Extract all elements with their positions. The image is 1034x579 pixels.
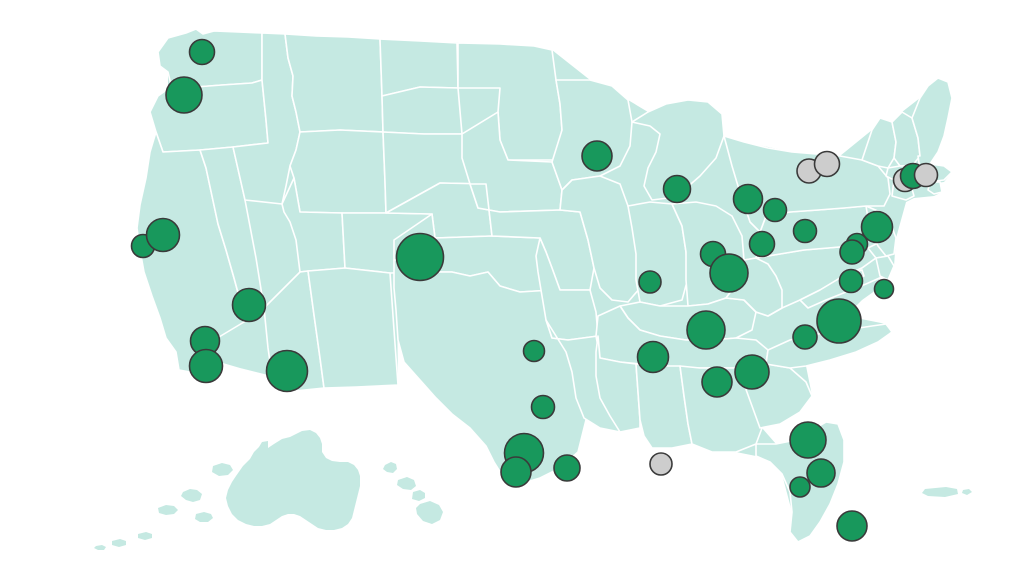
bubble-green[interactable] bbox=[860, 210, 894, 244]
bubble-green[interactable] bbox=[581, 140, 613, 172]
us-land-layer bbox=[94, 28, 972, 550]
bubble-green[interactable] bbox=[792, 218, 818, 244]
bubble-green[interactable] bbox=[836, 510, 868, 542]
state-wy bbox=[289, 129, 387, 214]
state-wi bbox=[551, 79, 633, 191]
bubble-green[interactable] bbox=[638, 270, 662, 294]
inset-puerto-rico-1 bbox=[962, 489, 972, 495]
bubble-green[interactable] bbox=[395, 232, 445, 282]
bubble-gray[interactable] bbox=[813, 150, 841, 178]
inset-hawaii-1 bbox=[397, 477, 416, 490]
bubble-green[interactable] bbox=[145, 217, 181, 253]
state-il bbox=[559, 175, 643, 303]
state-al bbox=[635, 363, 693, 449]
bubble-green[interactable] bbox=[686, 310, 726, 350]
bubble-green[interactable] bbox=[838, 268, 864, 294]
bubble-green[interactable] bbox=[662, 174, 692, 204]
bubble-green[interactable] bbox=[873, 278, 895, 300]
bubble-green[interactable] bbox=[188, 348, 224, 384]
bubble-green[interactable] bbox=[792, 324, 818, 350]
bubble-green[interactable] bbox=[522, 339, 546, 363]
bubble-green[interactable] bbox=[500, 456, 532, 488]
bubble-green[interactable] bbox=[789, 421, 827, 459]
inset-alaska-5 bbox=[138, 532, 152, 540]
inset-alaska-2 bbox=[158, 505, 178, 515]
inset-alaska-1 bbox=[181, 489, 202, 502]
bubble-gray[interactable] bbox=[649, 452, 673, 476]
bubble-green[interactable] bbox=[636, 340, 670, 374]
state-sd bbox=[381, 86, 463, 135]
bubble-green[interactable] bbox=[748, 230, 776, 258]
bubble-green[interactable] bbox=[530, 394, 556, 420]
bubble-green[interactable] bbox=[789, 476, 811, 498]
bubble-green[interactable] bbox=[553, 454, 581, 482]
inset-alaska-3 bbox=[212, 463, 233, 476]
bubble-green[interactable] bbox=[839, 239, 865, 265]
bubble-green[interactable] bbox=[762, 197, 788, 223]
bubble-green[interactable] bbox=[701, 366, 733, 398]
inset-alaska-7 bbox=[94, 545, 106, 550]
state-nh bbox=[891, 111, 921, 167]
bubble-green[interactable] bbox=[709, 253, 749, 293]
inset-alaska-6 bbox=[112, 539, 126, 547]
state-mi bbox=[631, 99, 725, 201]
inset-alaska-0 bbox=[226, 430, 360, 530]
bubble-green[interactable] bbox=[165, 76, 203, 114]
bubble-green[interactable] bbox=[816, 298, 862, 344]
state-me bbox=[911, 77, 953, 171]
inset-hawaii-3 bbox=[416, 501, 443, 524]
state-mt bbox=[284, 33, 384, 133]
bubble-green[interactable] bbox=[734, 354, 770, 390]
bubble-green[interactable] bbox=[265, 349, 309, 393]
state-nm bbox=[307, 267, 399, 389]
state-ms bbox=[595, 335, 641, 433]
bubble-gray[interactable] bbox=[913, 162, 939, 188]
inset-hawaii-2 bbox=[412, 490, 425, 501]
bubble-green[interactable] bbox=[231, 287, 267, 323]
bubble-green[interactable] bbox=[188, 38, 216, 66]
state-vt bbox=[861, 117, 897, 169]
inset-alaska-4 bbox=[195, 512, 213, 522]
inset-hawaii-0 bbox=[383, 462, 397, 473]
bubble-green[interactable] bbox=[806, 458, 836, 488]
inset-puerto-rico-0 bbox=[922, 487, 958, 497]
bubble-layer bbox=[130, 38, 939, 542]
bubble-green[interactable] bbox=[732, 183, 764, 215]
